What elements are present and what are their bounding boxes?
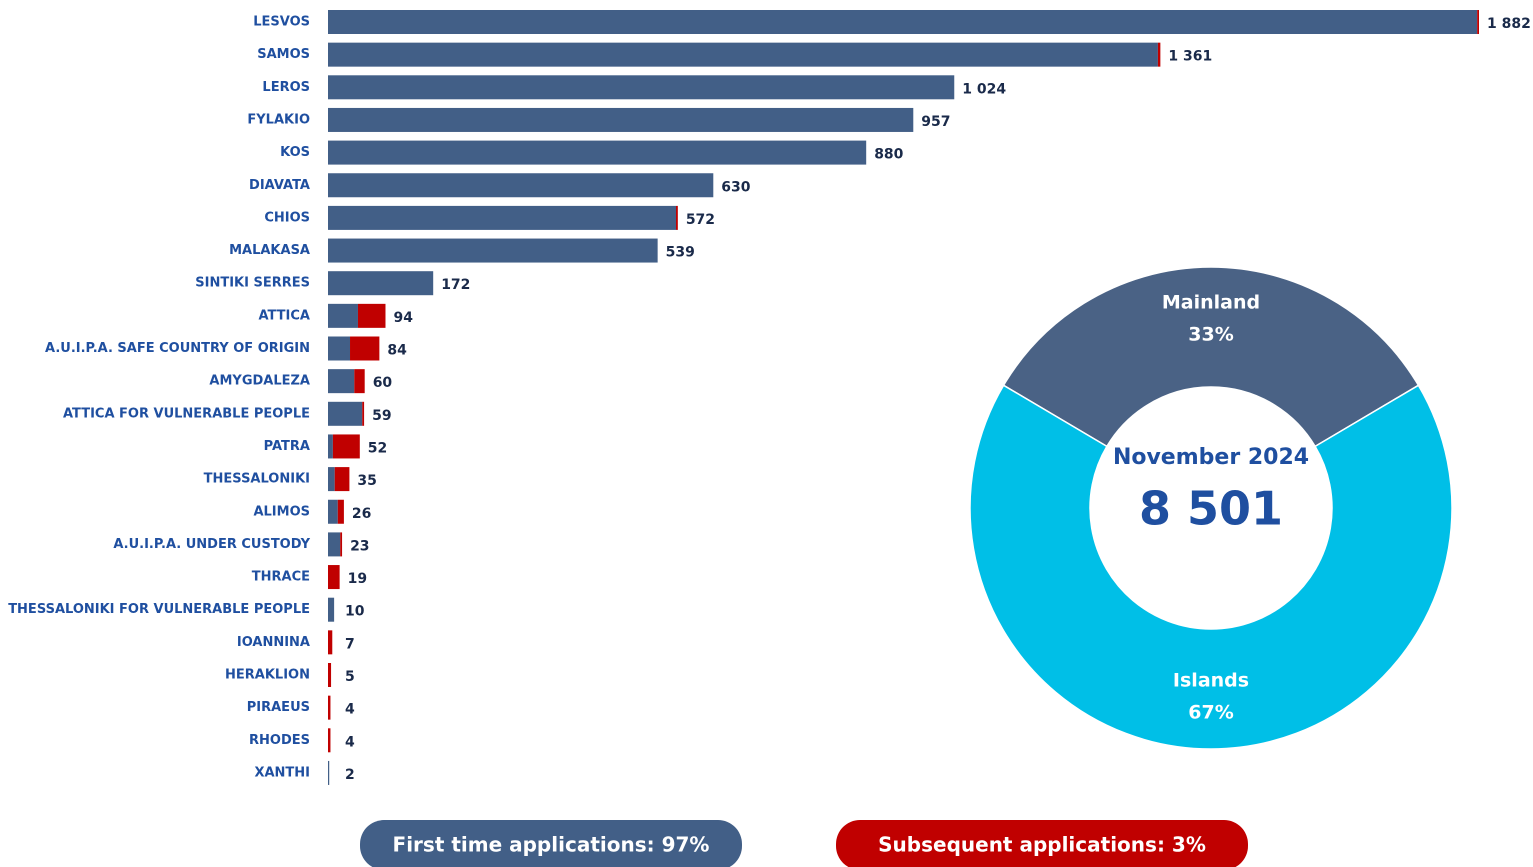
bar-segment [328,42,1158,67]
category-label: XANTHI [254,765,310,780]
total-label: 35 [357,473,376,489]
total-label: 172 [441,277,470,293]
category-label: HERAKLION [225,668,310,683]
total-label: 10 [345,604,365,620]
bar-segment [328,369,355,394]
donut-slice [969,384,1453,750]
bar-segment [350,336,380,361]
total-label: 630 [721,179,750,195]
bar-segment [328,107,914,132]
category-label: ALIMOS [253,504,310,519]
bar-segment [340,532,343,557]
legend-pill [360,820,742,867]
slice-value: 67% [1188,702,1233,724]
bar-segment [328,173,714,198]
bar-segment [328,499,338,524]
bar-segment [328,401,363,426]
category-label: RHODES [249,733,310,748]
bar-segment [328,630,333,655]
slice-label: Mainland [1162,292,1260,314]
bar-segment [328,303,358,328]
center-value: 8 501 [1139,482,1283,536]
total-label: 1 024 [962,81,1006,97]
total-label: 26 [352,506,371,522]
total-label: 19 [348,571,367,587]
legend-pill [836,820,1248,867]
slice-value: 33% [1188,324,1233,346]
bar-segment [337,499,344,524]
legend-label: Subsequent applications: 3% [878,833,1206,857]
total-label: 880 [874,147,903,163]
center-title: November 2024 [1113,445,1309,470]
category-label: SINTIKI SERRES [195,276,310,291]
legend-label: First time applications: 97% [393,833,710,857]
bar-segment [332,434,360,459]
category-label: SAMOS [257,47,310,62]
total-label: 94 [393,310,413,326]
total-label: 539 [666,245,695,261]
bar-segment [328,597,335,622]
total-label: 5 [345,669,355,685]
slice-label: Islands [1173,670,1249,692]
bar-segment [328,728,331,753]
total-label: 23 [350,538,369,554]
total-label: 52 [368,440,387,456]
bar-segment [328,434,333,459]
total-label: 4 [345,734,355,750]
bar-segment [328,695,331,720]
bar-segment [334,467,350,492]
category-label: AMYGDALEZA [209,374,310,389]
category-label: DIAVATA [249,178,310,193]
category-label: A.U.I.P.A. SAFE COUNTRY OF ORIGIN [45,341,310,356]
bar-segment [357,303,386,328]
category-label: THESSALONIKI FOR VULNERABLE PEOPLE [8,602,310,617]
total-label: 59 [372,408,391,424]
bar-segment [328,271,434,296]
bar-segment [328,205,676,230]
category-label: LEROS [262,80,310,95]
category-label: FYLAKIO [247,112,310,127]
category-label: ATTICA FOR VULNERABLE PEOPLE [63,406,310,421]
category-label: CHIOS [264,210,310,225]
category-label: PIRAEUS [247,700,310,715]
total-label: 1 361 [1168,49,1212,65]
category-label: A.U.I.P.A. UNDER CUSTODY [113,537,310,552]
bar-segment [328,760,330,785]
category-label: IOANNINA [237,635,310,650]
total-label: 60 [373,375,393,391]
total-label: 572 [686,212,715,228]
bar-segment [328,75,955,100]
donut-slice [1002,266,1420,448]
category-label: KOS [280,145,310,160]
bar-segment [328,565,340,590]
bar-segment [675,205,678,230]
total-label: 84 [387,343,407,359]
category-label: PATRA [264,439,310,454]
category-label: MALAKASA [229,243,310,258]
total-label: 2 [345,767,355,783]
total-label: 7 [345,636,355,652]
bar-segment [1157,42,1161,67]
total-label: 957 [921,114,950,130]
bar-segment [328,10,1478,34]
category-label: THESSALONIKI [204,472,310,487]
bar-segment [328,336,351,361]
bar-segment [328,663,332,687]
bar-segment [328,140,867,165]
category-label: LESVOS [253,15,310,30]
bar-segment [328,238,658,263]
total-label: 1 882 [1487,16,1531,32]
category-label: THRACE [252,570,310,585]
bar-segment [354,369,365,394]
category-label: ATTICA [258,308,310,323]
bar-segment [328,532,341,557]
bar-segment [1477,10,1479,34]
bar-segment [362,401,365,426]
bar-segment [328,467,335,492]
total-label: 4 [345,702,355,718]
